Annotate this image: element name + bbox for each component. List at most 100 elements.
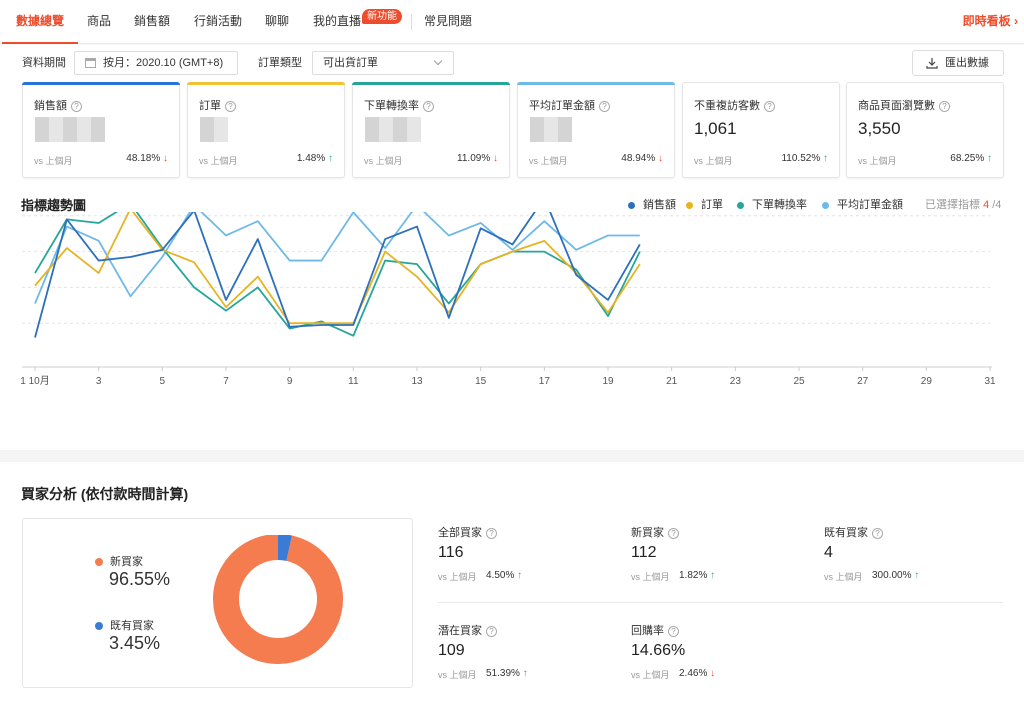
help-icon[interactable]: ?	[668, 527, 679, 539]
new-buyer-dot	[95, 558, 103, 567]
stat-potential-buyers: 潛在買家? 109 vs 上個月 51.39% ↑	[438, 622, 628, 692]
x-tick-label: 19	[602, 376, 614, 387]
help-icon[interactable]: ?	[71, 100, 82, 112]
arrow-down-icon: ↓	[658, 153, 663, 164]
stat-change: 300.00%	[872, 570, 912, 581]
x-tick-label: 15	[475, 376, 487, 387]
buyer-analysis-title: 買家分析 (依付款時間計算)	[21, 486, 189, 502]
stat-title: 新買家	[631, 527, 664, 539]
legend-label: 銷售額	[643, 199, 676, 211]
period-selector[interactable]: 按月：2020.10 (GMT+8)	[74, 51, 238, 75]
x-tick-label: 7	[223, 376, 229, 387]
order-type-value: 可出貨訂單	[323, 57, 378, 69]
stat-value: 109	[438, 642, 465, 659]
legend-dot	[628, 201, 635, 209]
help-icon[interactable]: ?	[872, 527, 883, 539]
tab-data-overview[interactable]: 數據總覽	[2, 0, 79, 44]
card-color-bar	[517, 82, 675, 85]
arrow-up-icon: ↑	[328, 153, 333, 164]
legend-label: 訂單	[701, 199, 723, 211]
stat-title: 潛在買家	[438, 625, 482, 637]
arrow-down-icon: ↓	[493, 153, 498, 164]
metric-card-sales[interactable]: 銷售額? vs 上個月 48.18% ↓	[22, 82, 180, 178]
metric-card-conversion[interactable]: 下單轉換率? vs 上個月 11.09% ↓	[352, 82, 510, 178]
arrow-up-icon: ↑	[987, 153, 992, 164]
metric-title: 商品頁面瀏覽數	[858, 100, 935, 112]
legend-item-orders[interactable]: 訂單	[686, 196, 723, 212]
existing-buyer-dot	[95, 622, 103, 631]
x-tick-label: 5	[160, 376, 166, 387]
redacted-value	[365, 117, 421, 142]
x-tick-label: 27	[857, 376, 869, 387]
order-type-label: 訂單類型	[258, 57, 302, 69]
arrow-up-icon: ↑	[914, 570, 920, 581]
metric-card-visitors[interactable]: 不重複訪客數? 1,061 vs 上個月 110.52% ↑	[682, 82, 840, 178]
series-line[interactable]	[34, 212, 641, 338]
donut-slice-new-buyers[interactable]	[213, 535, 343, 664]
metric-change: 68.25%	[950, 153, 985, 164]
help-icon[interactable]: ?	[486, 625, 497, 637]
metric-card-avg-order[interactable]: 平均訂單金額? vs 上個月 48.94% ↓	[517, 82, 675, 178]
arrow-up-icon: ↑	[522, 668, 528, 679]
tab-sales[interactable]: 銷售額	[134, 14, 171, 28]
legend-item-conversion[interactable]: 下單轉換率	[737, 196, 807, 212]
selected-total: /4	[992, 199, 1002, 211]
stat-repurchase-rate: 回購率? 14.66% vs 上個月 2.46% ↓	[631, 622, 821, 692]
tab-livestream[interactable]: 我的直播	[313, 14, 362, 28]
tab-products[interactable]: 商品	[87, 14, 112, 28]
buyer-donut-box: 新買家 96.55% 既有買家 3.45%	[22, 518, 413, 688]
legend-item-sales[interactable]: 銷售額	[628, 196, 676, 212]
help-icon[interactable]: ?	[225, 100, 236, 112]
tab-chat[interactable]: 聊聊	[265, 14, 290, 28]
filter-bar: 資料期間 按月：2020.10 (GMT+8) 訂單類型 可出貨訂單	[0, 45, 1024, 82]
legend-item-avg-order[interactable]: 平均訂單金額	[822, 196, 903, 212]
new-buyer-label: 新買家	[110, 556, 143, 568]
metric-card-page-views[interactable]: 商品頁面瀏覽數? 3,550 vs 上個月 68.25% ↑	[846, 82, 1004, 178]
vs-label: vs 上個月	[824, 572, 863, 582]
buyer-analysis-panel: 買家分析 (依付款時間計算) 新買家 96.55% 既有買家 3.45% 全部買…	[0, 462, 1024, 710]
buyer-donut-chart[interactable]	[208, 535, 348, 675]
metric-title: 銷售額	[34, 100, 67, 112]
x-tick-label: 29	[921, 376, 933, 387]
order-type-select[interactable]: 可出貨訂單	[312, 51, 454, 75]
x-tick-label: 23	[730, 376, 742, 387]
arrow-up-icon: ↑	[823, 153, 828, 164]
series-line[interactable]	[34, 212, 641, 337]
help-icon[interactable]: ?	[764, 100, 775, 112]
metrics-panel: 銷售額? vs 上個月 48.18% ↓ 訂單? vs 上個月 1.48% ↑ …	[0, 82, 1024, 450]
vs-label: vs 上個月	[199, 156, 238, 166]
trend-chart-title: 指標趨勢圖	[21, 198, 87, 213]
metric-title: 不重複訪客數	[694, 100, 760, 112]
help-icon[interactable]: ?	[599, 100, 610, 112]
export-data-button[interactable]: 匯出數據	[912, 50, 1004, 76]
stat-existing-buyers: 既有買家? 4 vs 上個月 300.00% ↑	[824, 524, 1014, 594]
metric-card-orders[interactable]: 訂單? vs 上個月 1.48% ↑	[187, 82, 345, 178]
selected-metrics-count: 已選擇指標 4 /4	[925, 196, 1001, 212]
metric-change: 48.18%	[126, 153, 161, 164]
export-data-label: 匯出數據	[945, 57, 989, 69]
tab-faq[interactable]: 常見問題	[424, 14, 473, 28]
x-tick-label: 1 10月	[20, 375, 49, 387]
x-tick-label: 17	[539, 376, 551, 387]
vs-label: vs 上個月	[858, 156, 897, 166]
help-icon[interactable]: ?	[486, 527, 497, 539]
realtime-dashboard-link[interactable]: 即時看板 ›	[962, 14, 1018, 28]
metric-title: 訂單	[199, 100, 221, 112]
x-tick-label: 13	[411, 376, 423, 387]
vs-label: vs 上個月	[438, 572, 477, 582]
series-line[interactable]	[34, 212, 640, 304]
help-icon[interactable]: ?	[939, 100, 950, 112]
card-color-bar	[22, 82, 180, 85]
donut-slice-existing-buyers[interactable]	[277, 535, 292, 561]
help-icon[interactable]: ?	[668, 625, 679, 637]
trend-line-chart[interactable]: 1 10月 3 5 7 9 11 13 15 17 19 21 23 25 27 29 31	[0, 212, 1024, 427]
stat-new-buyers: 新買家? 112 vs 上個月 1.82% ↑	[631, 524, 821, 594]
stat-title: 全部買家	[438, 527, 482, 539]
series-line[interactable]	[34, 212, 641, 325]
metric-change: 48.94%	[621, 153, 656, 164]
stat-change: 4.50%	[486, 570, 515, 581]
nav-divider	[411, 14, 412, 30]
help-icon[interactable]: ?	[423, 100, 434, 112]
x-tick-label: 9	[287, 376, 293, 387]
tab-marketing[interactable]: 行銷活動	[194, 14, 243, 28]
